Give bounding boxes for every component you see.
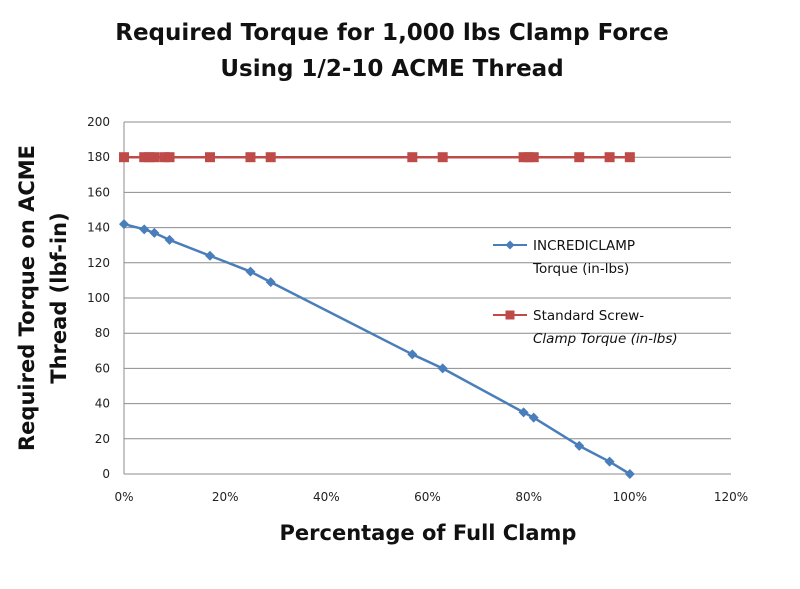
- data-point: [144, 152, 155, 163]
- x-tick-label: 20%: [212, 490, 239, 504]
- x-tick-label: 100%: [613, 490, 647, 504]
- data-point: [119, 152, 129, 163]
- data-point: [204, 250, 215, 261]
- data-point: [624, 469, 635, 479]
- series-standard-screw: [119, 152, 635, 163]
- y-axis-title: Required Torque on ACME Thread (lbf-in): [15, 145, 71, 451]
- series-incrediclamp: [119, 219, 635, 479]
- data-point: [119, 219, 129, 230]
- data-point: [528, 152, 539, 163]
- data-point: [149, 227, 160, 238]
- data-point: [437, 363, 448, 374]
- data-point: [164, 234, 175, 245]
- data-point: [407, 152, 418, 163]
- data-point: [574, 440, 585, 451]
- x-tick-label: 0%: [114, 490, 133, 504]
- data-point: [204, 152, 215, 163]
- y-tick-label: 120: [87, 256, 110, 270]
- data-point: [574, 152, 585, 163]
- y-tick-label: 20: [95, 432, 110, 446]
- data-point: [528, 412, 539, 423]
- y-tick-label: 0: [102, 467, 110, 481]
- y-axis-ticks: 0 20 40 60 80 100 120 140 160 180 200: [87, 115, 110, 481]
- legend-marker-incrediclamp: [505, 240, 515, 250]
- data-point: [407, 349, 418, 360]
- x-axis-ticks: 0% 20% 40% 60% 80% 100% 120%: [114, 490, 748, 504]
- y-tick-label: 60: [95, 361, 110, 375]
- data-point: [604, 152, 615, 163]
- data-point: [518, 152, 529, 163]
- chart-title-line-2: Using 1/2-10 ACME Thread: [220, 56, 563, 82]
- y-axis-title-line-2: Thread (lbf-in): [47, 212, 71, 383]
- data-point: [139, 152, 150, 163]
- x-tick-label: 40%: [313, 490, 340, 504]
- y-tick-label: 140: [87, 221, 110, 235]
- chart-title-line-1: Required Torque for 1,000 lbs Clamp Forc…: [115, 20, 669, 46]
- data-point: [164, 152, 175, 163]
- data-point: [604, 456, 615, 467]
- data-point: [624, 152, 635, 163]
- y-tick-label: 180: [87, 150, 110, 164]
- legend: INCREDICLAMP Torque (in-lbs) Standard Sc…: [493, 238, 678, 347]
- data-point: [139, 224, 150, 235]
- data-point: [245, 266, 256, 277]
- data-point: [265, 277, 276, 288]
- legend-label-standard-screw-line-1: Standard Screw-: [533, 308, 644, 324]
- data-point: [149, 152, 160, 163]
- gridlines: [124, 121, 731, 475]
- x-tick-label: 60%: [414, 490, 441, 504]
- y-tick-label: 100: [87, 291, 110, 305]
- y-tick-label: 160: [87, 185, 110, 199]
- chart-title: Required Torque for 1,000 lbs Clamp Forc…: [115, 20, 669, 82]
- y-tick-label: 40: [95, 397, 110, 411]
- legend-label-incrediclamp-line-2: Torque (in-lbs): [532, 261, 629, 277]
- data-point: [265, 152, 276, 163]
- legend-label-incrediclamp-line-1: INCREDICLAMP: [533, 238, 635, 254]
- data-point: [245, 152, 256, 163]
- series-layer: [119, 152, 635, 479]
- legend-marker-standard-screw: [505, 310, 515, 320]
- legend-entry-standard-screw: Standard Screw- Clamp Torque (in-lbs): [493, 308, 678, 347]
- data-point: [523, 152, 534, 163]
- data-point: [437, 152, 448, 163]
- legend-entry-incrediclamp: INCREDICLAMP Torque (in-lbs): [493, 238, 635, 277]
- x-tick-label: 120%: [714, 490, 748, 504]
- y-tick-label: 80: [95, 326, 110, 340]
- data-point: [518, 407, 529, 418]
- x-axis-title: Percentage of Full Clamp: [280, 521, 577, 545]
- data-point: [159, 152, 170, 163]
- y-axis-title-line-1: Required Torque on ACME: [15, 145, 39, 451]
- y-tick-label: 200: [87, 115, 110, 129]
- x-tick-label: 80%: [515, 490, 542, 504]
- legend-label-standard-screw-line-2: Clamp Torque (in-lbs): [533, 331, 678, 347]
